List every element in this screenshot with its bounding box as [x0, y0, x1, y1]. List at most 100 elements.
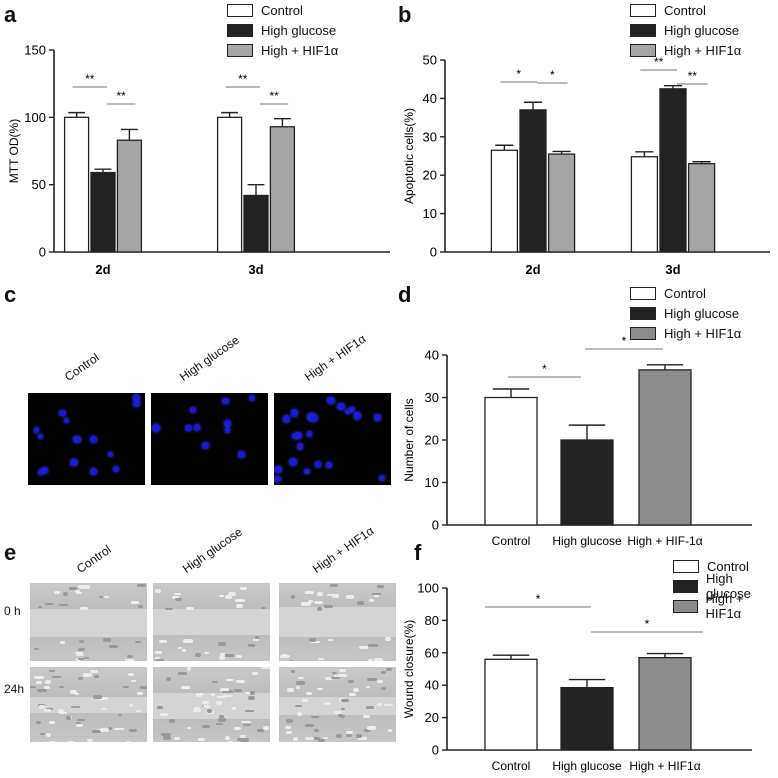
wound-image-high-glucose-0h	[153, 583, 270, 661]
cell-speck	[260, 667, 270, 670]
cell-speck	[314, 600, 323, 604]
cell-speck	[181, 649, 187, 652]
cell-speck	[158, 639, 168, 644]
nucleus-dot	[295, 432, 302, 439]
cell-speck	[103, 595, 110, 599]
bar	[490, 149, 519, 253]
cell-speck	[219, 655, 226, 660]
y-tick-label: 20	[425, 710, 439, 725]
chart-a: 0 50 100 150 MTT OD(%) 2d 3d ** ** ** **	[7, 43, 390, 277]
chart-f: 0 20 40 60 80 100 Wound closure(%) Control High …	[402, 581, 752, 773]
y-axis-label: Apoptotic cells(%)	[402, 108, 416, 204]
micrograph-high-hif	[274, 393, 391, 485]
nucleus-dot	[345, 408, 351, 415]
chart-d: 0 10 20 30 40 Number of cells Control High gluc…	[402, 334, 752, 548]
legend-f-high-hif: High + HIF1α	[673, 591, 778, 621]
cell-speck	[183, 639, 194, 643]
cell-speck	[98, 696, 108, 701]
swatch-high-hif	[630, 326, 656, 340]
cell-speck	[30, 686, 37, 689]
swatch-high-hif	[673, 599, 698, 613]
cell-speck	[330, 583, 338, 588]
y-tick-label: 40	[425, 348, 439, 363]
legend-d: Control High glucose High + HIF1α	[630, 283, 741, 343]
y-axis-label: MTT OD(%)	[7, 119, 21, 183]
cell-speck	[137, 692, 144, 696]
cell-speck	[240, 735, 246, 739]
panel-e-label-high-hif: High + HIF1α	[309, 523, 377, 576]
cell-speck	[248, 644, 255, 647]
significance-mark: **	[117, 89, 127, 103]
cell-speck	[290, 659, 295, 661]
cell-speck	[295, 704, 302, 707]
cell-speck	[49, 669, 56, 673]
panel-c-label-control: Control	[61, 350, 102, 384]
panel-c-label-high-hif: High + HIF1α	[301, 331, 369, 384]
cell-speck	[310, 640, 320, 644]
swatch-control	[227, 3, 253, 17]
cell-speck	[295, 681, 306, 685]
cell-speck	[80, 606, 89, 611]
cell-speck	[220, 688, 230, 693]
cell-speck	[78, 648, 86, 651]
y-axis-label: Number of cells	[402, 398, 416, 481]
nucleus-dot	[224, 420, 232, 427]
nucleus-dot	[193, 424, 201, 431]
cell-speck	[43, 686, 51, 689]
nucleus-dot	[189, 406, 197, 414]
cell-speck	[223, 695, 233, 698]
bar	[630, 156, 659, 253]
y-tick-label: 0	[432, 518, 439, 533]
cell-speck	[178, 672, 187, 675]
legend-label: Control	[664, 285, 706, 301]
cell-speck	[160, 713, 169, 716]
cell-speck	[181, 685, 190, 690]
cell-speck	[332, 672, 337, 675]
cell-speck	[297, 711, 302, 716]
cell-speck	[177, 646, 182, 650]
cell-speck	[215, 701, 222, 705]
cell-speck	[322, 736, 329, 740]
cell-speck	[166, 677, 171, 681]
bar	[243, 194, 269, 253]
cell-speck	[212, 681, 218, 684]
nucleus-dot	[289, 457, 298, 466]
cell-speck	[234, 689, 242, 692]
cell-speck	[68, 740, 74, 742]
cell-speck	[76, 653, 84, 656]
cell-speck	[216, 695, 227, 699]
nucleus-dot	[63, 417, 69, 424]
y-tick-label: 10	[425, 475, 439, 490]
nucleus-dot	[274, 476, 281, 483]
cell-speck	[381, 687, 387, 691]
bar	[269, 126, 296, 253]
cell-speck	[256, 729, 264, 733]
legend-d-high-hif: High + HIF1α	[630, 323, 741, 343]
cell-speck	[326, 604, 334, 609]
nucleus-dot	[292, 433, 299, 440]
x-tick-label: 2d	[95, 262, 110, 277]
cell-speck	[286, 688, 294, 692]
cell-speck	[364, 728, 371, 733]
cell-speck	[59, 603, 69, 606]
legend-d-high-glucose: High glucose	[630, 303, 741, 323]
cell-speck	[383, 703, 393, 706]
cell-speck	[75, 724, 83, 727]
cell-speck	[59, 640, 65, 645]
bar	[63, 116, 90, 253]
cell-speck	[202, 700, 209, 704]
significance-mark: **	[270, 89, 280, 103]
cell-speck	[309, 638, 316, 642]
cell-speck	[93, 695, 102, 700]
panel-letter-a: a	[4, 2, 17, 27]
y-tick-label: 60	[425, 645, 439, 660]
cell-speck	[39, 704, 46, 709]
x-tick-label: High + HIF1α	[629, 759, 700, 773]
cell-speck	[290, 595, 295, 600]
nucleus-dot	[374, 414, 382, 422]
cell-speck	[168, 719, 176, 724]
cell-speck	[35, 720, 42, 724]
legend-label: High glucose	[664, 22, 740, 38]
cell-speck	[261, 606, 267, 610]
bar	[687, 163, 716, 253]
